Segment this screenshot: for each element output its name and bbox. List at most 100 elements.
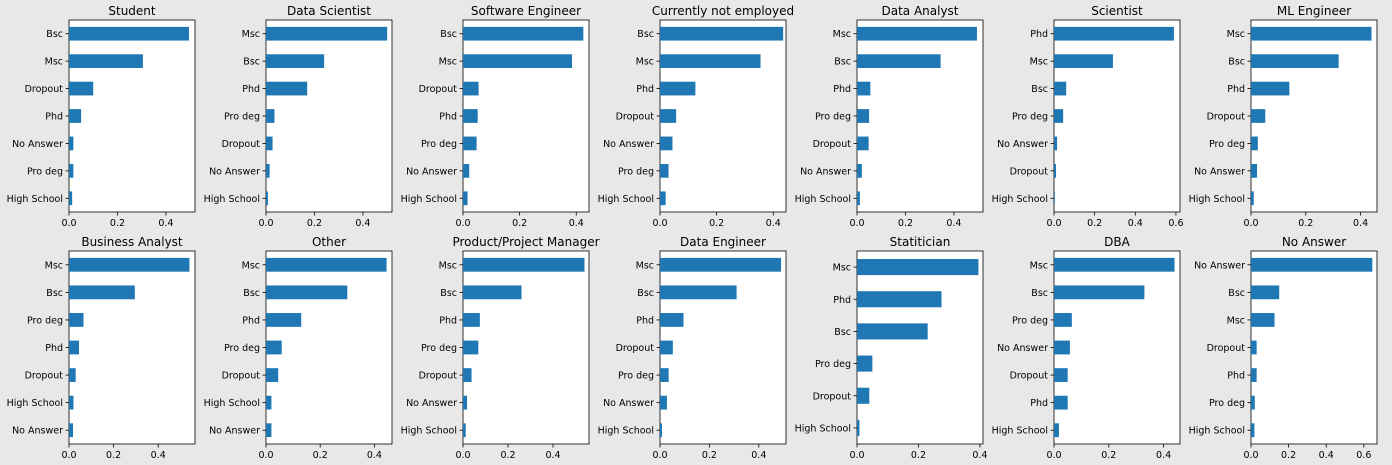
y-tick-label: Bsc — [46, 29, 63, 40]
bar — [1251, 54, 1339, 68]
bar — [266, 423, 272, 438]
bar — [1054, 81, 1067, 96]
y-tick-label: Msc — [439, 260, 457, 271]
bar — [857, 387, 870, 404]
y-tick-label: Dropout — [1010, 371, 1049, 382]
y-tick-label: Dropout — [1207, 343, 1246, 354]
bar — [1251, 109, 1266, 123]
y-tick-label: Msc — [1030, 57, 1048, 68]
y-tick-label: Dropout — [222, 139, 261, 150]
bar — [857, 164, 862, 178]
y-tick-label: Dropout — [616, 343, 655, 354]
y-tick-label: Bsc — [637, 288, 654, 299]
y-tick-label: High School — [598, 426, 654, 437]
x-tick-label: 0.0 — [61, 218, 76, 229]
subplot-title: Currently not employed — [652, 4, 794, 18]
y-tick-label: Pro deg — [27, 315, 63, 326]
y-tick-label: No Answer — [209, 166, 260, 177]
y-tick-label: No Answer — [997, 139, 1048, 150]
y-tick-label: Phd — [833, 84, 851, 95]
y-tick-label: Pro deg — [421, 139, 457, 150]
y-tick-label: Dropout — [813, 391, 852, 402]
bar — [660, 257, 782, 272]
subplot-title: Scientist — [1091, 4, 1143, 18]
subplot-title: Data Engineer — [680, 235, 766, 249]
y-tick-label: High School — [7, 398, 63, 409]
subplot-currently-not-employed: Currently not employed Bsc Msc Phd Dropout No… — [598, 4, 795, 229]
y-tick-label: Bsc — [46, 288, 63, 299]
x-tick-label: 0.0 — [1243, 450, 1258, 461]
bar — [69, 368, 76, 382]
bar — [857, 26, 977, 41]
y-tick-label: Msc — [1227, 29, 1245, 40]
bar — [463, 395, 468, 410]
bar — [660, 340, 673, 355]
bar — [69, 136, 74, 151]
bar — [857, 54, 941, 68]
bar — [660, 395, 667, 410]
plot-area — [462, 19, 590, 213]
y-tick-label: Msc — [636, 260, 654, 271]
x-tick-label: 0.4 — [1128, 218, 1143, 229]
bar — [1054, 54, 1113, 68]
x-tick-label: 0.0 — [258, 450, 273, 461]
x-tick-label: 0.0 — [455, 450, 470, 461]
subplot-no-answer: No Answer No Answer Bsc Msc Dropout Phd Pro de… — [1189, 235, 1378, 461]
y-tick-label: Pro deg — [1209, 398, 1245, 409]
y-tick-label: Bsc — [440, 288, 457, 299]
y-tick-label: Phd — [439, 315, 457, 326]
x-tick-label: 0.0 — [1243, 218, 1258, 229]
x-tick-label: 0.6 — [1356, 450, 1371, 461]
bar — [660, 136, 673, 151]
bar — [69, 285, 135, 300]
bar — [1251, 423, 1255, 438]
subplot-dba: DBA Msc Bsc Pro deg No Answer Dropout Phd High … — [992, 235, 1181, 461]
x-tick-label: 0.0 — [849, 218, 864, 229]
bar — [69, 26, 189, 41]
x-tick-label: 0.4 — [355, 218, 370, 229]
subplot-software-engineer: Software Engineer Bsc Msc Dropout Phd Pro deg… — [401, 4, 590, 229]
bar — [1251, 164, 1258, 178]
subplot-title: Other — [312, 235, 346, 249]
y-tick-label: Pro deg — [1012, 112, 1048, 123]
y-tick-label: No Answer — [800, 166, 851, 177]
y-tick-label: Bsc — [1031, 288, 1048, 299]
x-tick-label: 0.4 — [766, 218, 781, 229]
plot-area — [856, 250, 984, 445]
bar — [857, 291, 942, 308]
y-tick-label: Pro deg — [618, 166, 654, 177]
bar — [857, 136, 869, 151]
bar — [463, 109, 478, 123]
y-tick-label: High School — [795, 423, 851, 434]
x-tick-label: 0.4 — [545, 450, 560, 461]
bar — [1054, 109, 1064, 123]
y-tick-label: No Answer — [209, 426, 260, 437]
bar — [463, 54, 573, 68]
bar — [660, 313, 684, 327]
x-tick-label: 0.2 — [1087, 218, 1102, 229]
y-tick-label: Bsc — [243, 288, 260, 299]
x-tick-label: 0.4 — [1319, 450, 1334, 461]
bar — [266, 285, 348, 300]
plot-area — [68, 19, 196, 213]
bar — [1054, 340, 1070, 355]
bar — [857, 355, 873, 372]
y-tick-label: Bsc — [834, 327, 851, 338]
bar — [266, 368, 279, 382]
y-tick-label: Phd — [1030, 29, 1048, 40]
bar — [69, 257, 190, 272]
y-tick-label: High School — [204, 194, 260, 205]
bar — [857, 81, 871, 96]
y-tick-label: High School — [1189, 426, 1245, 437]
subplot-student: Student Bsc Msc Dropout Phd No Answer Pro deg H… — [7, 4, 196, 229]
y-tick-label: No Answer — [12, 139, 63, 150]
x-tick-label: 0.2 — [307, 218, 322, 229]
y-tick-label: No Answer — [997, 343, 1048, 354]
subplot-title: ML Engineer — [1277, 4, 1351, 18]
y-tick-label: High School — [401, 194, 457, 205]
x-tick-label: 0.0 — [61, 450, 76, 461]
bar — [857, 419, 860, 436]
subplot-data-analyst: Data Analyst Msc Bsc Phd Pro deg Dropout No An… — [795, 4, 984, 229]
bar — [660, 81, 696, 96]
y-tick-label: Msc — [1227, 315, 1245, 326]
